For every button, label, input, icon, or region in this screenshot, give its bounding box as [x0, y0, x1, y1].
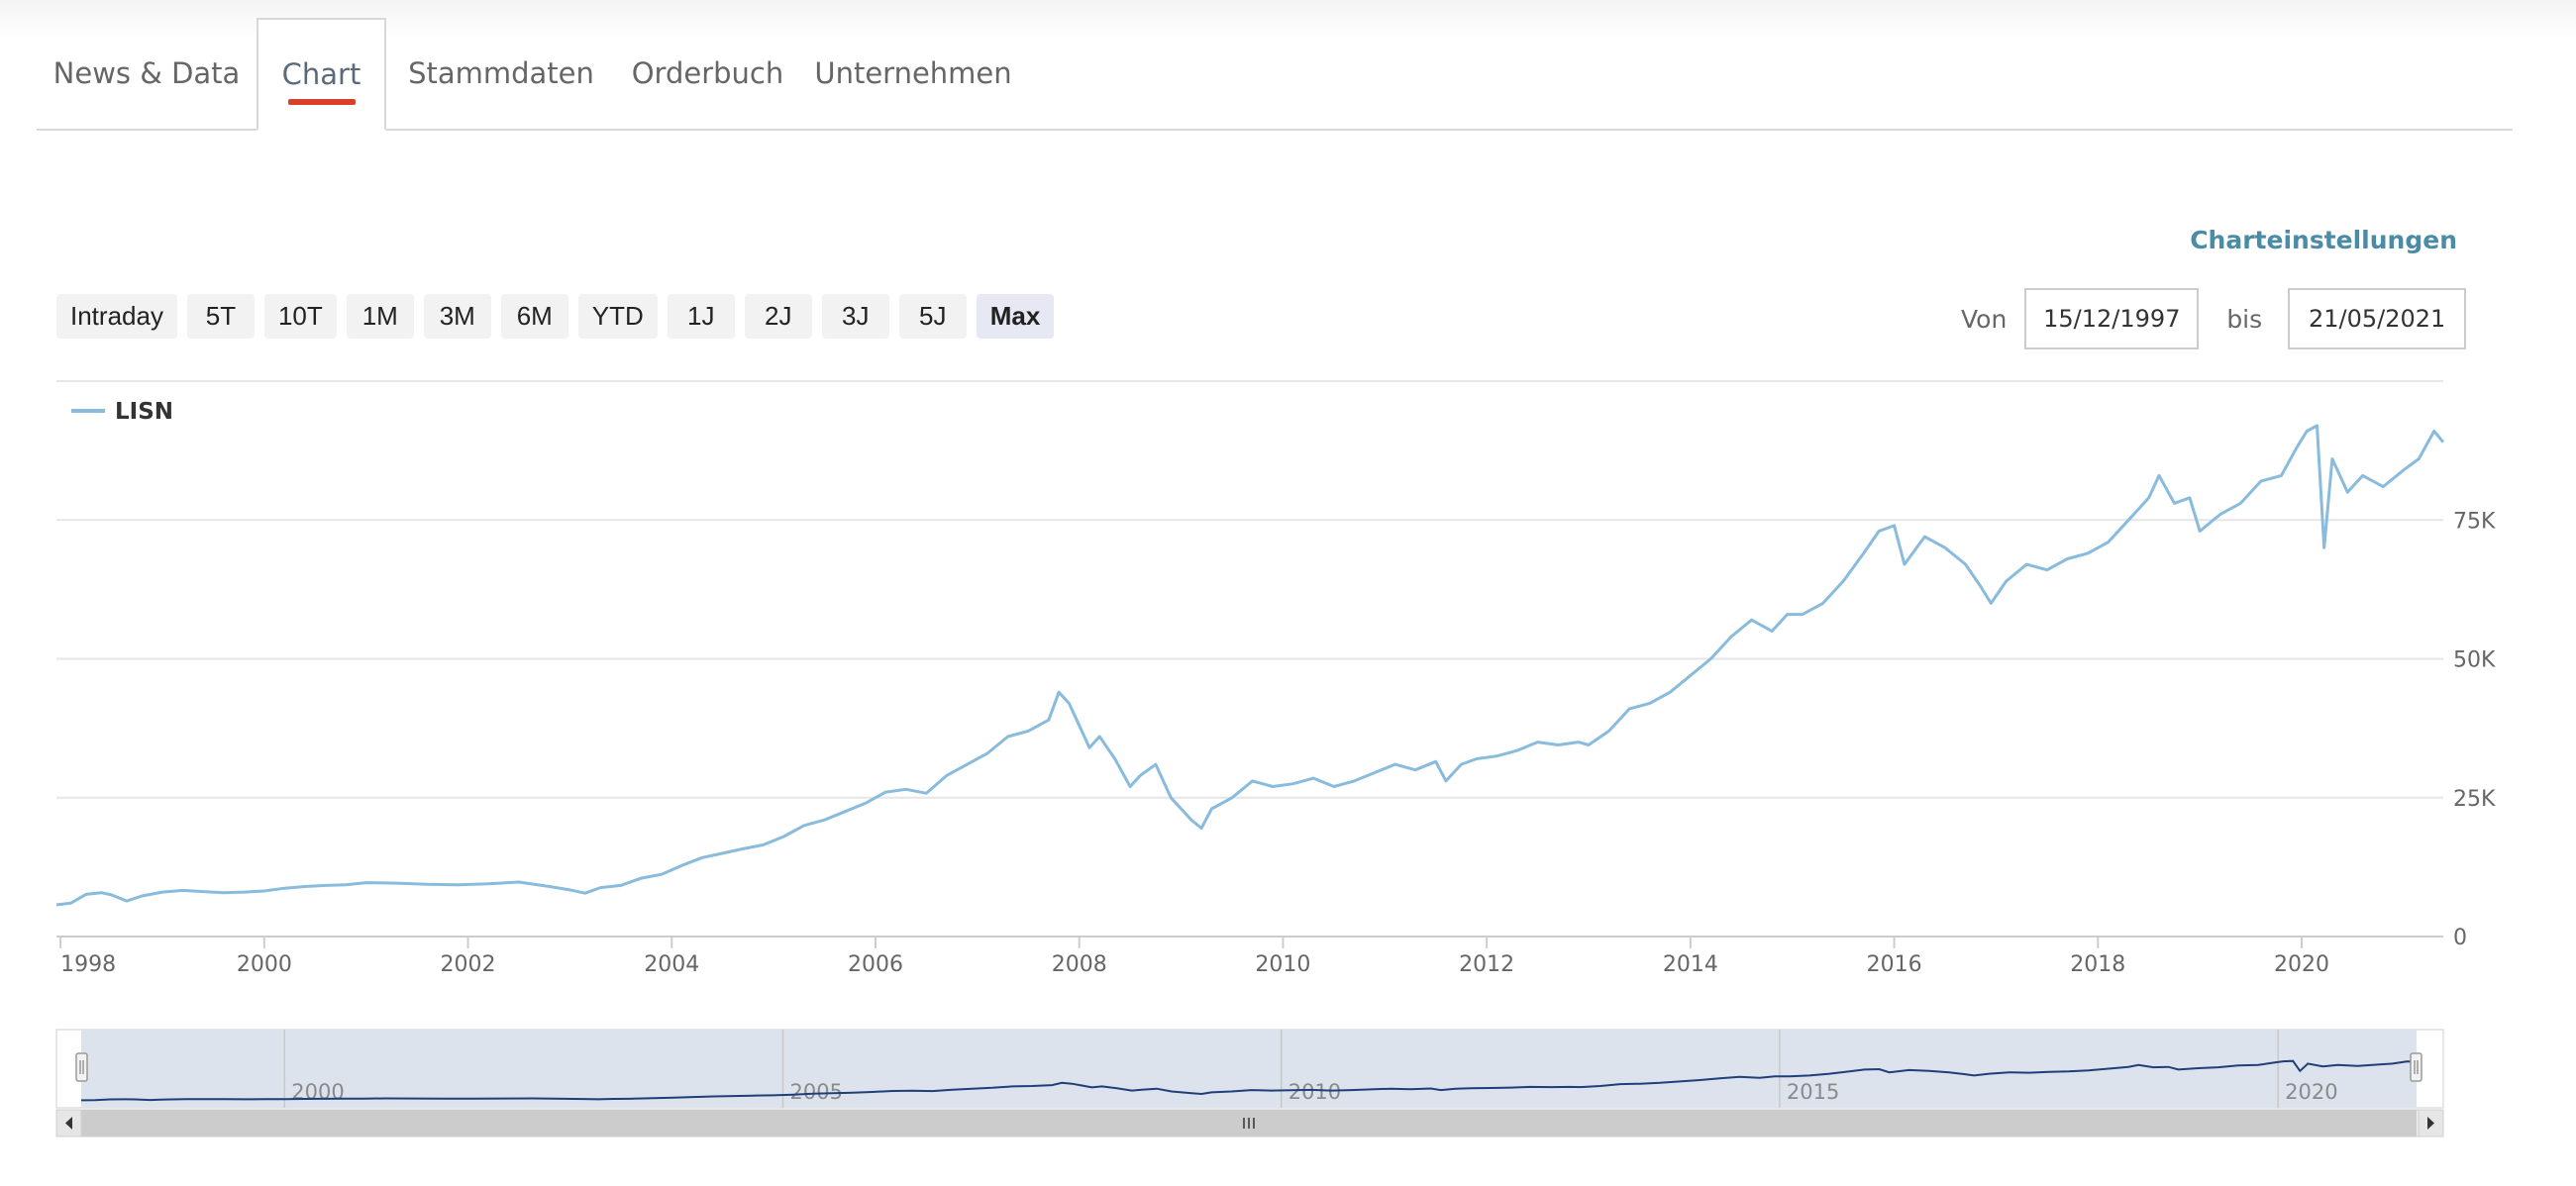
date-range: Von bis	[1961, 288, 2467, 349]
navigator-tick-label: 2005	[790, 1080, 843, 1104]
x-tick-label: 2020	[2274, 952, 2329, 977]
range-button-10t[interactable]: 10T	[263, 294, 337, 339]
range-button-3j[interactable]: 3J	[821, 294, 889, 339]
x-tick-label: 2004	[644, 952, 699, 977]
navigator-series-line	[80, 1059, 2418, 1102]
x-tick-label: 2000	[237, 952, 292, 977]
navigator-tick-label: 2000	[291, 1080, 344, 1104]
series-line-lisn[interactable]	[55, 424, 2445, 907]
x-tick-label: 2016	[1867, 952, 1922, 977]
range-button-6m[interactable]: 6M	[500, 294, 568, 339]
x-tick-label: 2012	[1459, 952, 1514, 977]
from-label: Von	[1961, 304, 2008, 334]
from-date-input[interactable]	[2024, 288, 2200, 349]
tab-label: Unternehmen	[814, 56, 1012, 90]
x-tick-label: 2014	[1663, 952, 1718, 977]
chart-settings-link[interactable]: Charteinstellungen	[2190, 226, 2457, 254]
tab-label: Stammdaten	[408, 56, 594, 90]
y-tick-label: 75K	[2453, 509, 2496, 534]
active-tab-indicator	[287, 99, 356, 105]
y-tick-label: 0	[2453, 926, 2467, 950]
x-tick-label: 2018	[2070, 952, 2125, 977]
navigator-selection[interactable]	[81, 1030, 2417, 1108]
tab-stammdaten[interactable]: Stammdaten	[386, 18, 616, 129]
navigator-tick-label: 2020	[2285, 1080, 2337, 1104]
x-tick-label: 2010	[1255, 952, 1310, 977]
legend-label-lisn: LISN	[115, 399, 173, 425]
tab-bar: News & Data Chart Stammdaten Orderbuch U…	[37, 18, 2513, 131]
x-tick-label: 2002	[441, 952, 496, 977]
x-tick-label: 1998	[60, 952, 116, 977]
grid-lines	[56, 519, 2443, 938]
tab-label: Orderbuch	[631, 56, 784, 90]
range-button-3m[interactable]: 3M	[423, 294, 491, 339]
navigator-right-handle[interactable]	[2410, 1052, 2422, 1082]
navigator-left-handle[interactable]	[75, 1052, 88, 1082]
y-axis: 0 25K 50K 75K	[2453, 509, 2496, 950]
range-button-max[interactable]: Max	[976, 294, 1055, 339]
range-button-ytd[interactable]: YTD	[577, 294, 658, 339]
to-label: bis	[2226, 304, 2263, 334]
tab-label: News & Data	[52, 56, 241, 90]
range-button-5t[interactable]: 5T	[186, 294, 255, 339]
y-tick-label: 25K	[2453, 787, 2496, 812]
tab-orderbuch[interactable]: Orderbuch	[616, 18, 799, 129]
navigator[interactable]: 2000 2005 2010 2015 2020	[55, 1029, 2444, 1137]
tab-news-data[interactable]: News & Data	[37, 18, 257, 129]
legend[interactable]: LISN	[71, 399, 173, 425]
tab-unternehmen[interactable]: Unternehmen	[799, 18, 1027, 129]
range-button-1j[interactable]: 1J	[667, 294, 735, 339]
range-selector: Intraday 5T 10T 1M 3M 6M YTD 1J 2J 3J 5J…	[56, 294, 1055, 339]
tab-chart[interactable]: Chart	[257, 18, 386, 131]
range-button-2j[interactable]: 2J	[744, 294, 812, 339]
to-date-input[interactable]	[2288, 288, 2467, 349]
x-tick-label: 2008	[1052, 952, 1107, 977]
arrow-right-icon[interactable]	[2418, 1109, 2444, 1137]
range-button-1m[interactable]: 1M	[346, 294, 414, 339]
range-button-5j[interactable]: 5J	[898, 294, 967, 339]
navigator-tick-label: 2015	[1787, 1080, 1839, 1104]
arrow-left-icon[interactable]	[55, 1109, 82, 1137]
x-axis: 1998 2000 2002 2004 2006 2008 2010 2012 2014 2016…	[59, 937, 2329, 977]
y-tick-label: 50K	[2453, 648, 2496, 673]
tab-label: Chart	[281, 57, 361, 91]
navigator-x-axis: 2000 2005 2010 2015 2020	[283, 1030, 2338, 1108]
x-tick-label: 2006	[848, 952, 903, 977]
grip-lines-icon[interactable]	[1243, 1118, 1255, 1129]
navigator-tick-label: 2010	[1288, 1080, 1341, 1104]
range-button-intraday[interactable]: Intraday	[56, 294, 177, 339]
